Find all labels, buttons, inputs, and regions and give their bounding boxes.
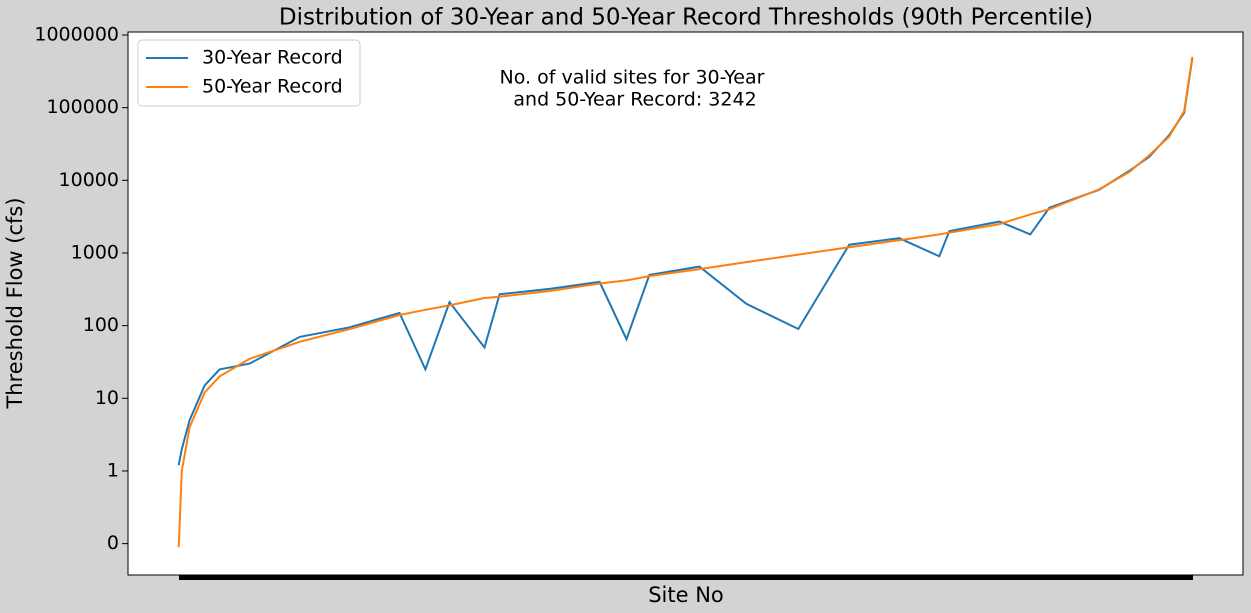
legend-label: 50-Year Record [202,76,343,98]
series-line [177,56,1194,548]
y-tick-label: 0 [107,532,119,554]
y-tick-label: 1000 [71,241,119,263]
annotation: No. of valid sites for 30-Year [500,67,765,89]
x-axis-label: Site No [648,583,724,607]
y-tick-label: 10000 [59,169,119,191]
y-tick-label: 100 [83,314,119,336]
chart-title: Distribution of 30-Year and 50-Year Reco… [279,5,1093,31]
y-tick-label: 1000000 [34,24,119,46]
legend-box [137,39,361,107]
annotation: and 50-Year Record: 3242 [507,89,756,111]
y-axis-label: Threshold Flow (cfs) [3,197,27,409]
x-tick-band [179,575,1193,580]
legend-label: 30-Year Record [202,47,343,69]
y-tick-label: 100000 [46,96,119,118]
y-tick-label: 10 [95,387,119,409]
y-tick-label: 1 [107,459,119,481]
plot-area [127,31,1244,576]
